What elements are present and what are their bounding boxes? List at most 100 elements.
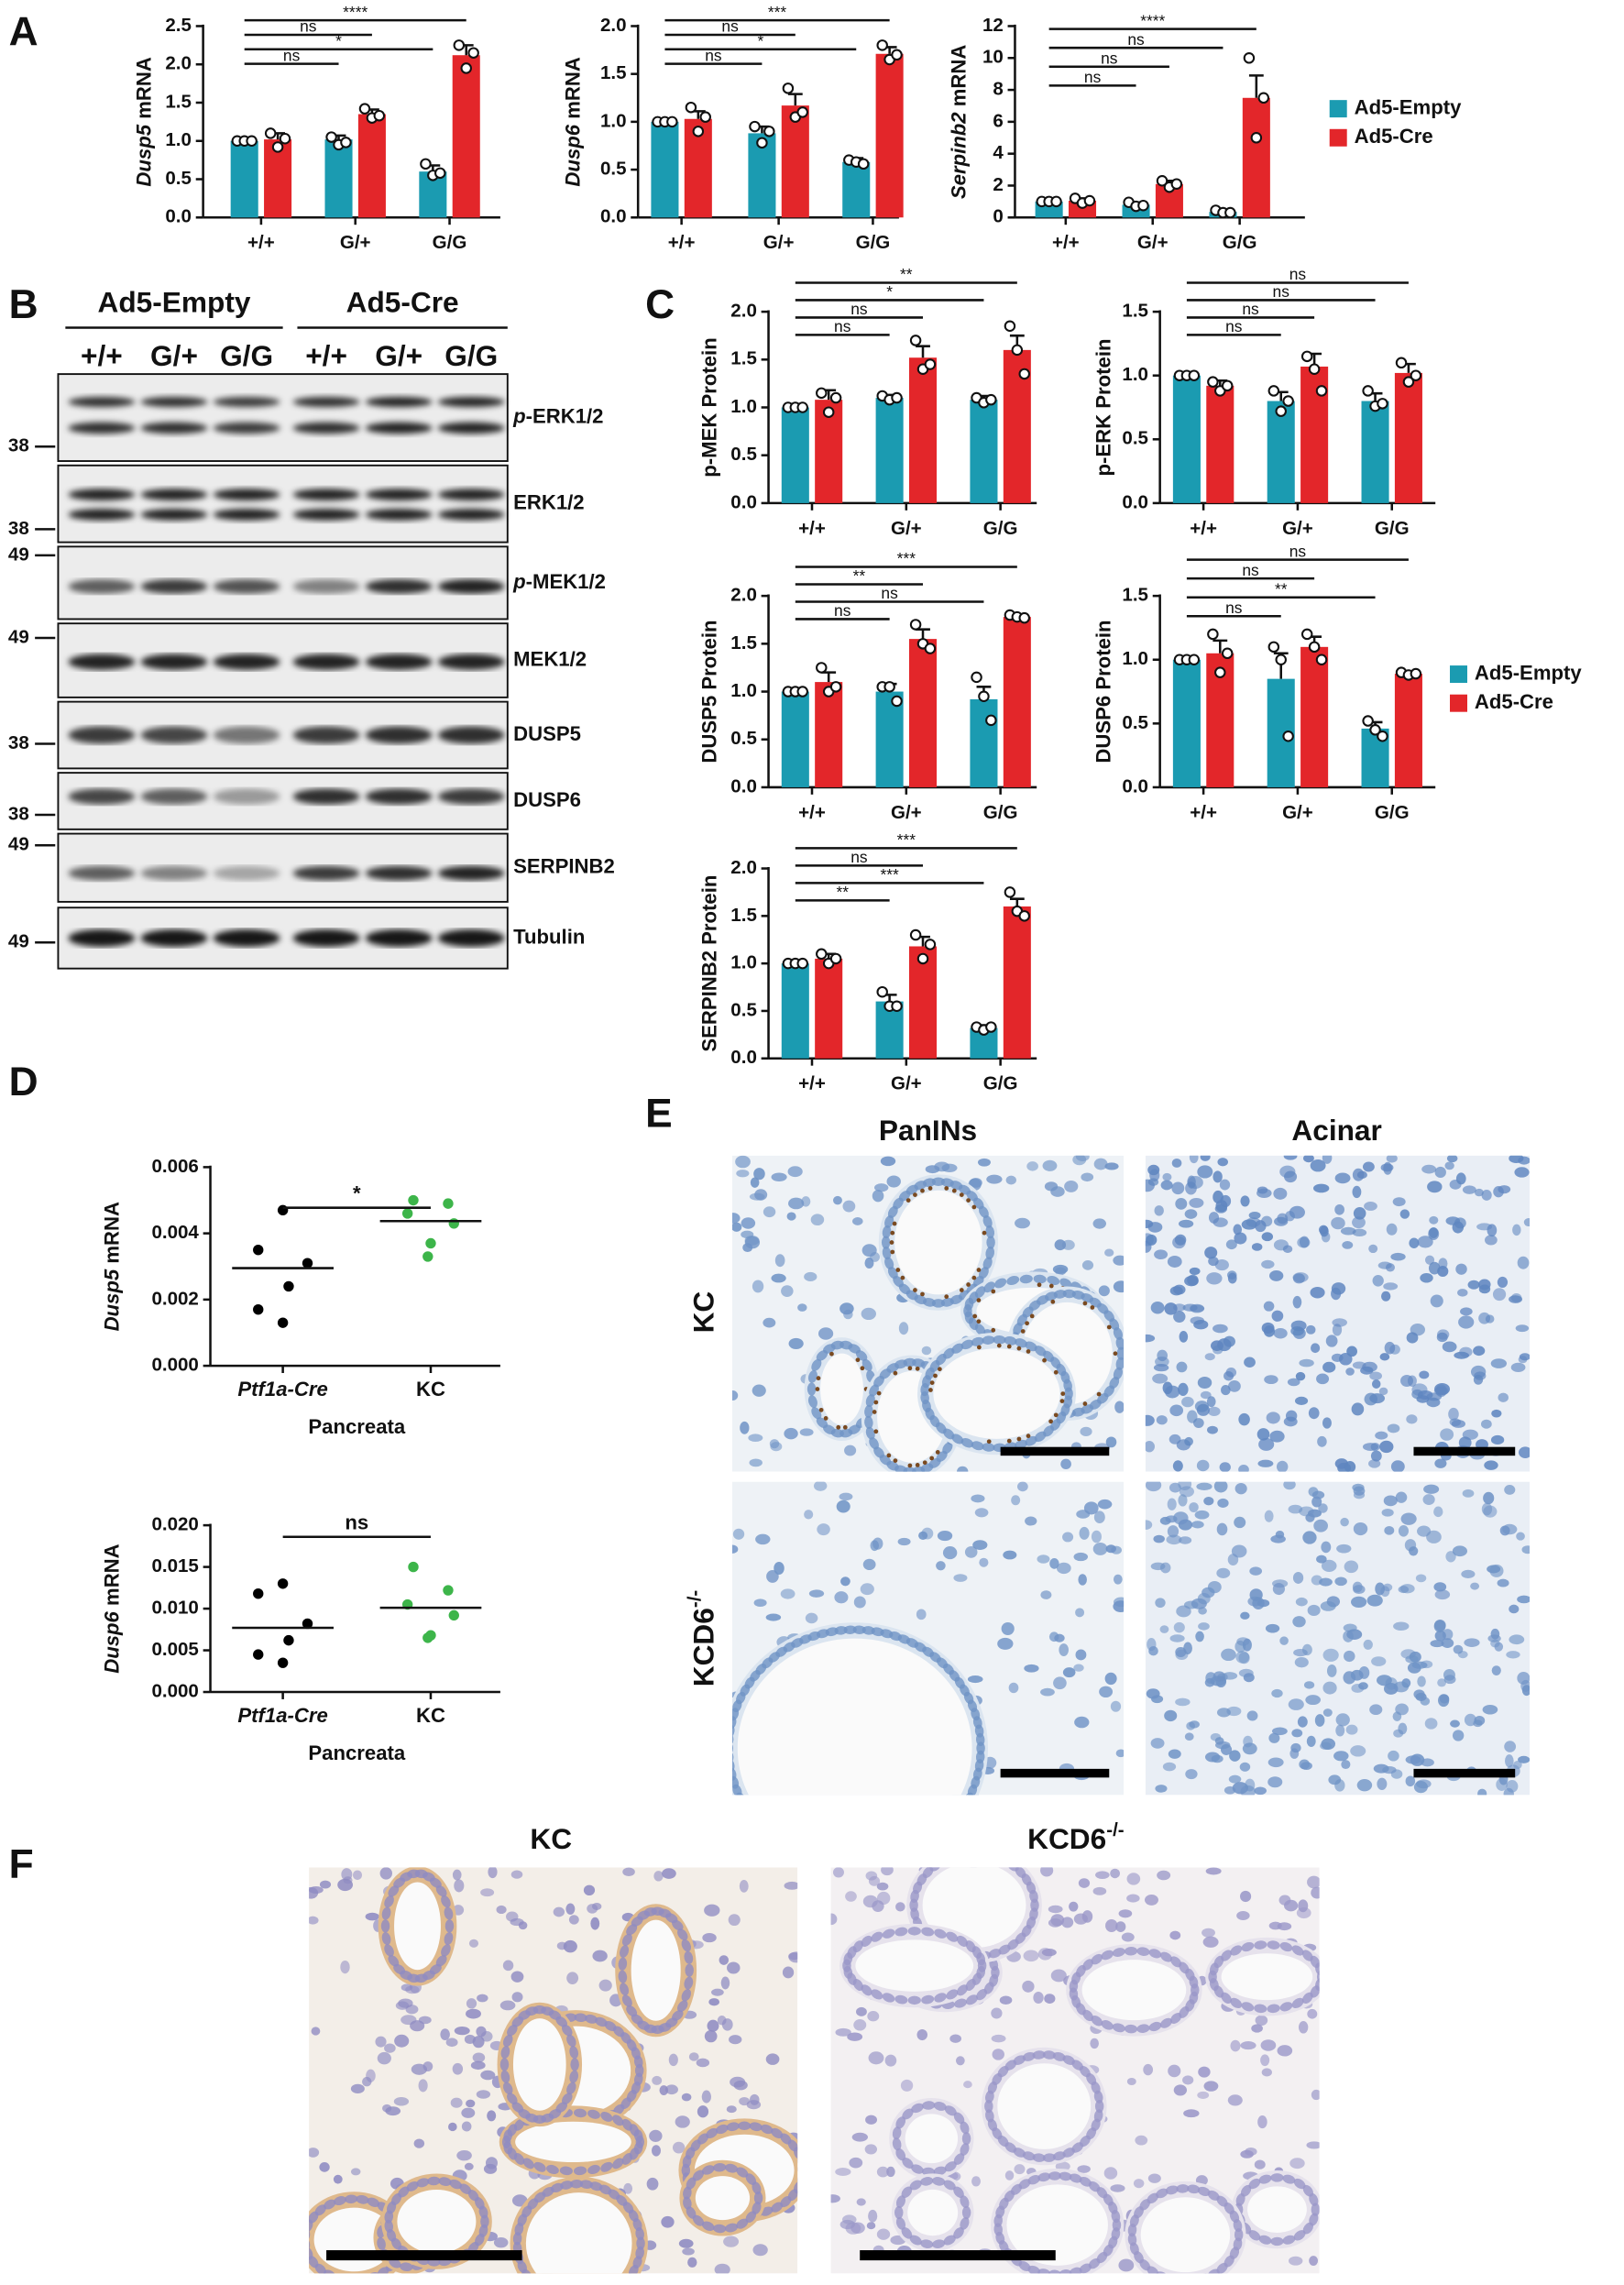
nucleus [1470, 1582, 1480, 1590]
column-label: KC [530, 1822, 572, 1855]
bar [875, 691, 904, 787]
nucleus [1417, 1675, 1426, 1687]
nucleus [1371, 1379, 1381, 1389]
epithelial-nucleus [1029, 1889, 1038, 1904]
nucleus [730, 2076, 746, 2088]
data-point [1207, 376, 1219, 388]
epithelial-nucleus [738, 2121, 752, 2131]
epithelial-nucleus [1258, 2235, 1272, 2245]
nucleus [991, 2034, 1006, 2043]
nucleus [1014, 2164, 1026, 2175]
data-point [1137, 199, 1149, 212]
y-tick-label: 0.5 [730, 999, 757, 1020]
nucleus [1379, 1353, 1390, 1361]
nucleus [1052, 1264, 1069, 1274]
data-point [1011, 344, 1024, 357]
nucleus [1277, 1922, 1292, 1931]
nucleus [1380, 1163, 1394, 1172]
nucleus [720, 1976, 730, 1990]
x-tick-label: G/+ [891, 1073, 922, 1094]
nucleus [1113, 1255, 1125, 1266]
data-point [699, 111, 711, 123]
nucleus [1521, 1685, 1531, 1697]
nucleus [1318, 1503, 1328, 1513]
nucleus [1240, 2041, 1256, 2050]
epithelial-nucleus [971, 1336, 984, 1346]
error-bar [787, 93, 803, 106]
epithelial-nucleus [692, 2214, 705, 2226]
nucleus [1260, 2039, 1277, 2051]
epithelial-nucleus [427, 2176, 441, 2186]
nucleus [623, 2182, 633, 2194]
nucleus [1153, 1364, 1169, 1372]
nucleus [480, 2070, 496, 2081]
nucleus [488, 1867, 498, 1879]
lumen [1221, 1953, 1313, 2001]
nucleus [1217, 1158, 1229, 1167]
nucleus [1179, 1219, 1194, 1228]
y-tick-label: 1.0 [730, 396, 757, 417]
x-axis-label: Pancreata [308, 1415, 405, 1438]
nucleus [1113, 1600, 1125, 1612]
nucleus [974, 1508, 989, 1518]
epithelial-nucleus [555, 2016, 567, 2027]
epithelial-nucleus [636, 2236, 645, 2250]
nucleus [1475, 1188, 1484, 1197]
nucleus [1154, 1205, 1164, 1216]
nucleus [1167, 1498, 1177, 1511]
epithelial-nucleus [380, 1919, 390, 1933]
nucleus [465, 2008, 481, 2019]
nucleus [1228, 1774, 1242, 1784]
epithelial-nucleus [620, 1945, 630, 1958]
nucleus [1104, 1672, 1117, 1686]
epithelial-nucleus [1291, 1997, 1304, 2009]
epithelial-nucleus [946, 1931, 959, 1942]
nucleus [1169, 1930, 1181, 1940]
nucleus [1234, 1232, 1247, 1245]
nucleus [591, 1902, 602, 1910]
nucleus [1335, 1713, 1350, 1727]
nucleus [997, 1637, 1014, 1650]
epithelial-nucleus [1302, 2184, 1314, 2197]
epithelial-nucleus [618, 1957, 628, 1971]
nucleus [1175, 1697, 1191, 1707]
epithelial-nucleus [389, 2258, 401, 2269]
nucleus [1502, 1523, 1518, 1535]
epithelial-nucleus [960, 1438, 974, 1448]
nucleus [1175, 1198, 1188, 1210]
stain-dot [816, 1376, 821, 1381]
y-axis-label: DUSP5 Protein [697, 620, 720, 763]
lumen [515, 2121, 631, 2163]
nucleus [704, 1904, 720, 1917]
epithelial-nucleus [953, 2186, 964, 2198]
data-point [978, 690, 990, 703]
nucleus [1334, 1576, 1347, 1587]
nucleus [753, 1598, 767, 1608]
nucleus [784, 1427, 798, 1440]
blot-marker-label: 49 [8, 931, 29, 952]
nucleus [452, 1869, 462, 1881]
nucleus [1311, 1343, 1321, 1354]
nucleus [1175, 1647, 1187, 1658]
nucleus [1103, 2167, 1118, 2180]
epithelial-nucleus [715, 2124, 729, 2135]
epithelial-nucleus [612, 2115, 624, 2126]
blot-group-label: Ad5-Cre [346, 286, 459, 319]
nucleus [977, 1158, 991, 1167]
stain-dot [860, 1366, 865, 1371]
nucleus [1210, 1733, 1222, 1741]
nucleus [1292, 1571, 1304, 1584]
data-point [253, 1587, 264, 1599]
significance-label: ns [1101, 49, 1118, 67]
nucleus [1213, 1324, 1228, 1334]
epithelial-nucleus [1176, 2184, 1190, 2193]
epithelial-nucleus [633, 2055, 643, 2069]
nucleus [1164, 1709, 1178, 1722]
nucleus [771, 1273, 786, 1283]
epithelial-nucleus [681, 1989, 692, 2002]
blot-band [365, 422, 433, 434]
epithelial-nucleus [749, 2122, 763, 2132]
blot-band [437, 489, 505, 500]
epithelial-nucleus [902, 2158, 914, 2169]
blot-marker-label: 38 [8, 518, 29, 539]
